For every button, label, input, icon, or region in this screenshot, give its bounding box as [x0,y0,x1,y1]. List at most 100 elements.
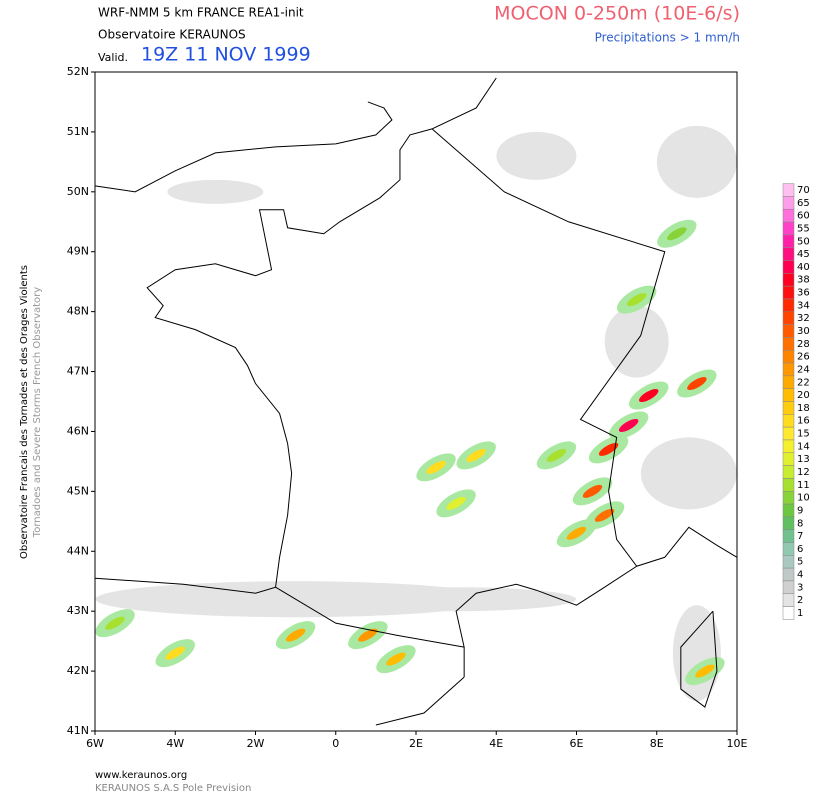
lat-label: 44N [67,544,89,557]
legend-level: 3 [797,582,803,593]
observatory-line: Observatoire KERAUNOS [98,28,246,42]
lat-label: 45N [67,484,89,497]
lat-label: 47N [67,365,89,378]
legend-swatch [782,375,795,389]
lat-label: 46N [67,424,89,437]
legend-swatch [782,490,795,505]
legend-swatch [782,208,795,223]
precip-core [667,227,687,241]
legend-level: 32 [797,313,810,324]
shading [167,179,264,204]
legend-swatch [782,465,795,479]
lat-label: 42N [67,664,89,677]
legend-level: 45 [797,249,810,260]
valid-time: 19Z 11 NOV 1999 [141,44,311,66]
color-legend: 7065605550454038363432302826242220181615… [782,183,810,620]
precip-core [546,448,567,462]
lon-label: 2E [409,737,423,750]
legend-swatch [782,452,795,466]
map-title: MOCON 0-250m (10E-6/s) [494,3,740,25]
legend-level: 16 [797,416,810,427]
lon-label: 6E [570,737,584,750]
precip-core [358,628,378,642]
precip-core [285,628,306,642]
legend-level: 22 [797,377,810,388]
map-area [94,72,738,731]
lat-label: 51N [67,125,89,138]
lon-label: 4E [489,737,503,750]
legend-swatch [782,542,795,556]
legend-level: 1 [797,608,803,619]
legend-level: 18 [797,403,810,414]
shading [640,437,737,510]
side-text: Tornadoes and Severe Storms French Obser… [32,287,43,538]
legend-level: 60 [797,211,810,222]
legend-swatch [782,529,795,543]
shading [656,125,737,198]
legend-swatch [782,183,795,197]
legend-level: 10 [797,493,810,504]
lon-label: 8E [650,737,664,750]
legend-level: 5 [797,557,803,568]
precip-core [638,389,659,403]
legend-swatch [782,516,795,530]
footer-url: www.keraunos.org [95,770,187,781]
legend-swatch [782,362,795,377]
legend-level: 2 [797,595,803,606]
legend-level: 6 [797,544,803,555]
legend-level: 30 [797,326,810,337]
precip-core [446,496,466,510]
shading [336,587,577,612]
lon-label: 0 [332,737,339,750]
precip-core [466,448,486,462]
coastline [431,128,666,567]
coastline [431,77,497,130]
legend-level: 26 [797,352,810,363]
legend-level: 8 [797,518,803,529]
precip-core [582,484,603,498]
legend-swatch [782,388,795,402]
lon-label: 10E [727,737,748,750]
lon-label: 2W [247,737,265,750]
precip-core [695,664,715,678]
precip-core [598,442,619,456]
coastline [375,676,465,726]
legend-level: 7 [797,531,803,542]
legend-level: 34 [797,300,810,311]
legend-level: 55 [797,223,810,234]
legend-level: 24 [797,364,810,375]
legend-level: 9 [797,505,803,516]
coastline [94,101,393,193]
coastline [680,610,718,708]
lat-label: 50N [67,185,89,198]
lat-label: 49N [67,245,89,258]
legend-level: 38 [797,275,810,286]
model-line: WRF-NMM 5 km FRANCE REA1-init [98,6,304,20]
legend-swatch [782,606,795,620]
precip-core [105,616,125,630]
legend-swatch [782,221,795,236]
precip-core [618,418,639,432]
shading [496,131,577,180]
precip-core [386,652,406,666]
legend-level: 20 [797,390,810,401]
legend-swatch [782,426,795,441]
lat-label: 52N [67,65,89,78]
map-subtitle: Precipitations > 1 mm/h [595,31,740,45]
legend-swatch [782,285,795,300]
legend-swatch [782,567,795,582]
precip-core [426,460,446,474]
legend-level: 13 [797,454,810,465]
legend-swatch [782,311,795,325]
precip-core [687,377,707,391]
coastline [94,128,433,594]
legend-level: 15 [797,429,810,440]
lon-label: 4W [166,737,184,750]
precip-core [626,293,647,307]
legend-swatch [782,503,795,518]
legend-swatch [782,439,795,454]
legend-swatch [782,324,795,338]
valid-label: Valid. [98,51,128,64]
footer-credit: KERAUNOS S.A.S Pole Prevision [95,783,251,794]
